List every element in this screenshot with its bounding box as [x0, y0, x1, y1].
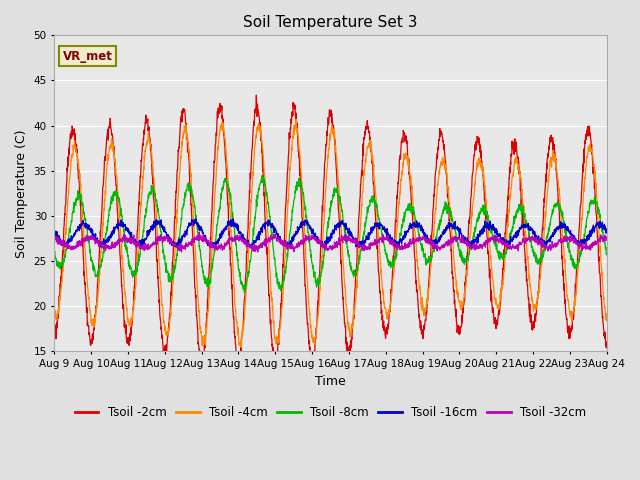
Tsoil -4cm: [51, 313, 58, 319]
Tsoil -32cm: [254, 249, 262, 255]
Tsoil -2cm: [253, 92, 260, 98]
Tsoil -32cm: [305, 237, 313, 243]
Tsoil -2cm: [79, 239, 86, 244]
Tsoil -4cm: [587, 148, 595, 154]
Tsoil -2cm: [319, 187, 327, 192]
Tsoil -32cm: [588, 244, 595, 250]
Text: VR_met: VR_met: [63, 49, 113, 62]
Tsoil -2cm: [588, 139, 595, 145]
Tsoil -16cm: [51, 228, 58, 234]
Tsoil -16cm: [79, 220, 86, 226]
Tsoil -16cm: [486, 220, 493, 226]
Tsoil -4cm: [292, 117, 300, 122]
Tsoil -8cm: [603, 252, 611, 257]
Tsoil -8cm: [305, 231, 313, 237]
Tsoil -16cm: [603, 226, 611, 232]
Tsoil -16cm: [136, 245, 143, 251]
Tsoil -4cm: [319, 224, 327, 229]
Tsoil -2cm: [308, 366, 316, 372]
Legend: Tsoil -2cm, Tsoil -4cm, Tsoil -8cm, Tsoil -16cm, Tsoil -32cm: Tsoil -2cm, Tsoil -4cm, Tsoil -8cm, Tsoi…: [70, 401, 591, 424]
Y-axis label: Soil Temperature (C): Soil Temperature (C): [15, 129, 28, 258]
Tsoil -4cm: [305, 303, 313, 309]
Line: Tsoil -2cm: Tsoil -2cm: [54, 95, 607, 369]
Tsoil -8cm: [486, 220, 493, 226]
Tsoil -8cm: [51, 251, 58, 256]
Tsoil -8cm: [588, 200, 595, 206]
Tsoil -2cm: [51, 334, 58, 340]
Tsoil -4cm: [79, 213, 86, 219]
Tsoil -8cm: [258, 173, 266, 179]
Tsoil -16cm: [192, 216, 200, 222]
Tsoil -32cm: [195, 229, 203, 235]
Title: Soil Temperature Set 3: Soil Temperature Set 3: [243, 15, 418, 30]
Tsoil -4cm: [486, 243, 493, 249]
Tsoil -32cm: [51, 236, 58, 242]
Tsoil -32cm: [79, 240, 86, 245]
Tsoil -32cm: [603, 234, 611, 240]
Tsoil -8cm: [79, 200, 86, 206]
Tsoil -8cm: [587, 197, 595, 203]
Tsoil -2cm: [603, 339, 611, 345]
Tsoil -32cm: [319, 243, 327, 249]
Tsoil -8cm: [241, 290, 248, 296]
Line: Tsoil -32cm: Tsoil -32cm: [54, 232, 607, 252]
Line: Tsoil -8cm: Tsoil -8cm: [54, 176, 607, 293]
Tsoil -2cm: [486, 266, 493, 272]
Tsoil -4cm: [237, 344, 245, 350]
X-axis label: Time: Time: [315, 374, 346, 387]
Tsoil -32cm: [486, 236, 493, 241]
Tsoil -16cm: [305, 222, 313, 228]
Tsoil -16cm: [588, 230, 595, 236]
Tsoil -4cm: [588, 146, 595, 152]
Tsoil -4cm: [603, 318, 611, 324]
Tsoil -16cm: [587, 234, 595, 240]
Tsoil -2cm: [305, 334, 312, 339]
Tsoil -8cm: [319, 258, 327, 264]
Line: Tsoil -16cm: Tsoil -16cm: [54, 219, 607, 248]
Tsoil -2cm: [587, 137, 595, 143]
Tsoil -32cm: [587, 243, 595, 249]
Tsoil -16cm: [319, 241, 327, 247]
Line: Tsoil -4cm: Tsoil -4cm: [54, 120, 607, 347]
